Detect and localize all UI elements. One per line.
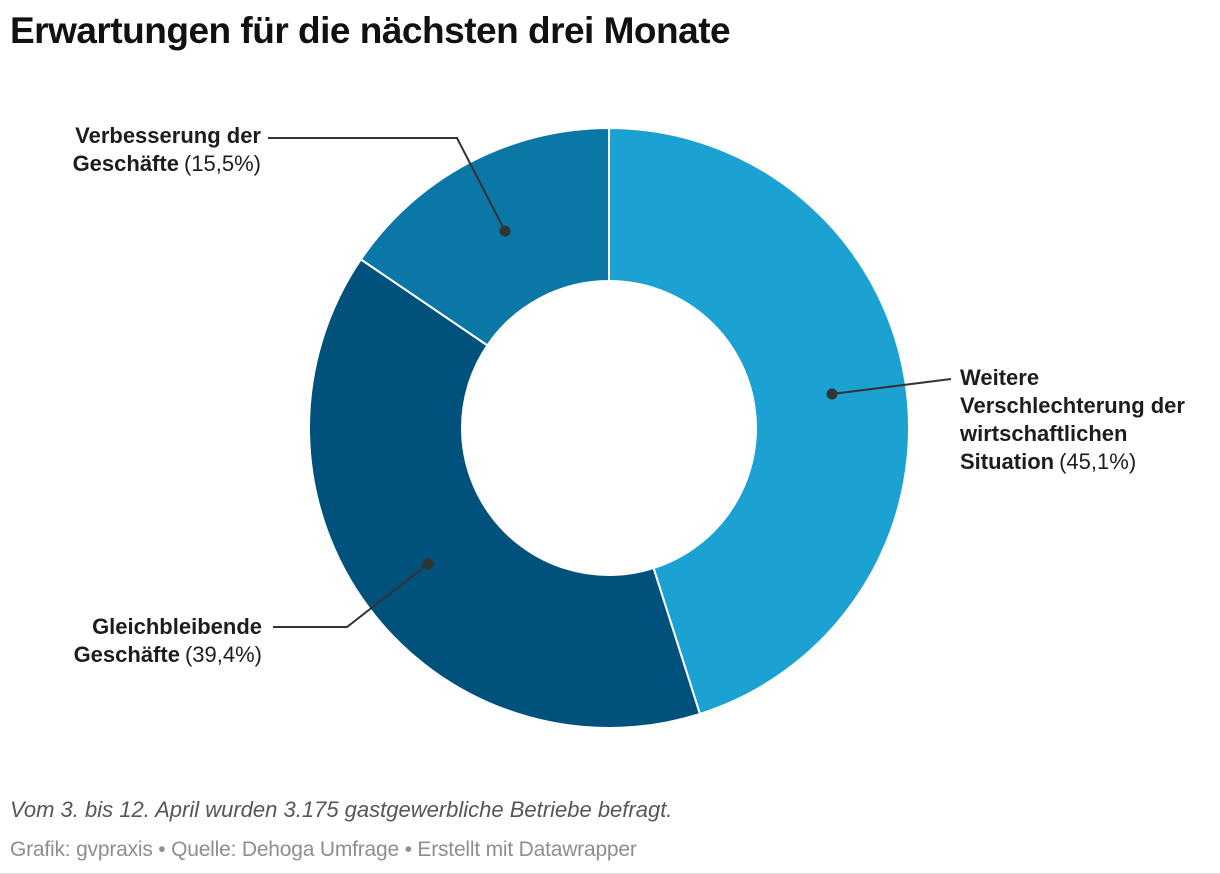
slice-label-line: Weitere bbox=[960, 365, 1040, 390]
slice-label-line: Gleichbleibende bbox=[92, 614, 262, 639]
slice-label-weitere: Weitere Verschlechterung der wirtschaftl… bbox=[960, 364, 1185, 476]
leader-line-gleichbleibende bbox=[273, 563, 429, 628]
slice-percentage: (15,5%) bbox=[183, 151, 261, 176]
slice-label-verbesserung: Verbesserung der Geschäfte (15,5%) bbox=[73, 122, 261, 178]
slice-label-line: wirtschaftlichen bbox=[960, 421, 1128, 446]
leader-dots-group bbox=[422, 225, 838, 570]
slice-label-gleichbleibende: Gleichbleibende Geschäfte (39,4%) bbox=[74, 613, 262, 669]
leader-lines-group bbox=[268, 137, 952, 628]
donut-slice-2[interactable] bbox=[359, 127, 610, 347]
leader-dot-weitere bbox=[826, 388, 838, 400]
chart-title: Erwartungen für die nächsten drei Monate bbox=[10, 10, 731, 51]
leader-line-weitere bbox=[831, 378, 952, 395]
donut-slice-0[interactable] bbox=[608, 127, 910, 715]
slice-label-line: Geschäfte (39,4%) bbox=[73, 642, 262, 667]
leader-dot-gleichbleibende bbox=[422, 558, 434, 570]
slice-label-line: Geschäfte (15,5%) bbox=[72, 151, 261, 176]
leader-dot-verbesserung bbox=[499, 225, 511, 237]
slice-percentage: (45,1%) bbox=[1059, 449, 1137, 474]
slice-label-line: Verschlechterung der bbox=[960, 393, 1185, 418]
slice-percentage: (39,4%) bbox=[184, 642, 262, 667]
donut-slices-group bbox=[308, 127, 910, 729]
slice-label-line: Verbesserung der bbox=[75, 123, 261, 148]
leader-line-verbesserung bbox=[268, 137, 506, 232]
slice-label-line: Situation (45,1%) bbox=[960, 449, 1137, 474]
chart-byline: Grafik: gvpraxis • Quelle: Dehoga Umfrag… bbox=[10, 838, 637, 861]
donut-slice-1[interactable] bbox=[308, 258, 701, 729]
chart-note: Vom 3. bis 12. April wurden 3.175 gastge… bbox=[10, 797, 673, 822]
